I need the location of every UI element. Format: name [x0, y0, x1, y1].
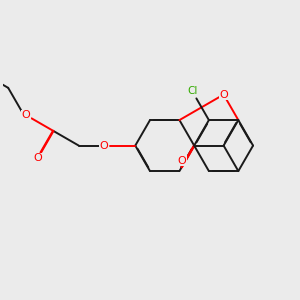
Text: O: O — [33, 153, 42, 163]
Text: O: O — [99, 141, 108, 151]
Text: O: O — [22, 110, 30, 120]
Text: Cl: Cl — [187, 86, 197, 96]
Text: O: O — [219, 90, 228, 100]
Text: O: O — [177, 156, 186, 166]
